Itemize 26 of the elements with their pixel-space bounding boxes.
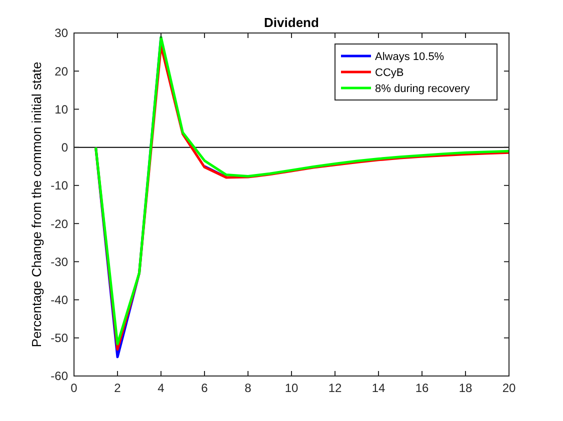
- y-tick-label: -10: [50, 178, 68, 193]
- y-tick-label: 20: [54, 64, 68, 78]
- y-tick-label: 10: [54, 102, 68, 116]
- x-tick-label: 20: [502, 381, 516, 395]
- chart-title: Dividend: [264, 15, 319, 30]
- x-tick-label: 10: [284, 381, 298, 395]
- legend-label: Always 10.5%: [375, 50, 444, 63]
- legend-label: 8% during recovery: [375, 82, 470, 95]
- legend-label: CCyB: [375, 66, 404, 79]
- x-tick-label: 2: [114, 381, 122, 395]
- y-tick-label: -60: [50, 369, 68, 384]
- y-tick-label: -50: [50, 331, 68, 346]
- x-tick-label: 16: [415, 381, 429, 395]
- x-tick-label: 6: [201, 381, 208, 395]
- x-tick-label: 4: [158, 381, 165, 395]
- y-axis-title: Percentage Change from the common initial state: [29, 62, 44, 348]
- x-tick-label: 18: [458, 381, 472, 395]
- y-tick-label: -30: [50, 254, 68, 269]
- x-tick-label: 12: [328, 381, 342, 395]
- x-tick-label: 8: [244, 381, 252, 395]
- x-tick-label: 0: [70, 381, 78, 395]
- y-tick-label: 30: [54, 26, 68, 40]
- y-tick-label: -40: [50, 292, 68, 307]
- x-tick-label: 14: [372, 381, 386, 395]
- y-tick-label: -20: [50, 216, 68, 231]
- y-tick-label: 0: [61, 140, 68, 155]
